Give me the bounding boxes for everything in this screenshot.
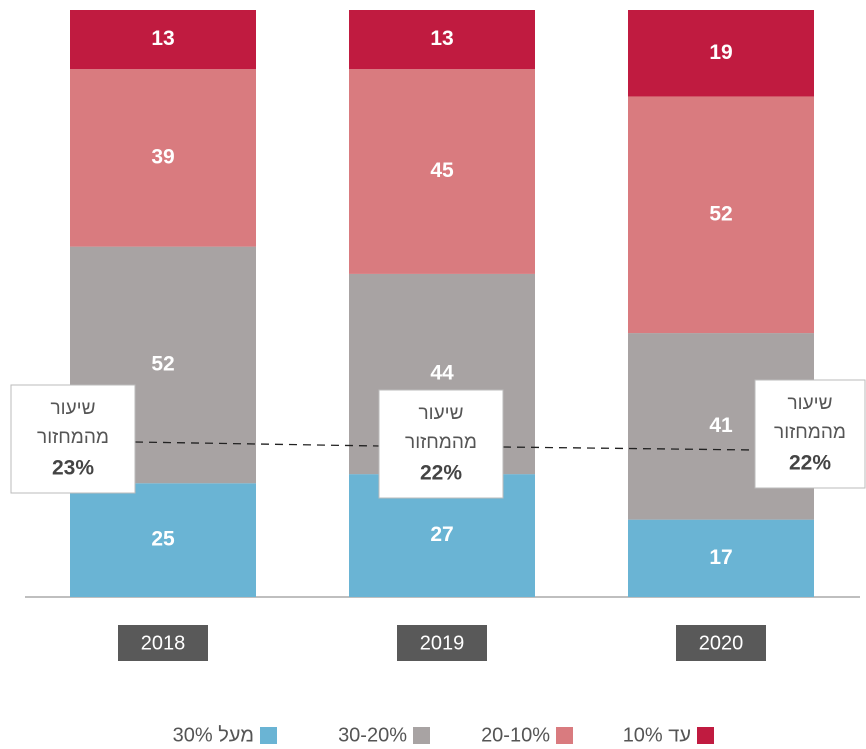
annotation-value: 22% xyxy=(789,452,831,475)
annotation-text: מהמחזור xyxy=(405,432,477,453)
annotation-box xyxy=(378,389,504,499)
legend-swatch xyxy=(260,727,277,744)
bar-segment xyxy=(70,483,256,597)
value-label: 52 xyxy=(151,352,174,375)
year-box xyxy=(397,625,487,661)
x-tick-label: 2020 xyxy=(699,632,744,654)
legend-swatch xyxy=(697,727,714,744)
bar-segment xyxy=(628,96,814,334)
value-label: 44 xyxy=(430,362,454,385)
bar-segment xyxy=(628,10,814,97)
year-box xyxy=(118,625,208,661)
legend-label: עד 10% xyxy=(623,724,691,746)
bar-segment xyxy=(70,10,256,70)
value-label: 19 xyxy=(709,41,732,64)
value-label: 39 xyxy=(151,145,174,168)
annotation-value: 23% xyxy=(52,457,94,480)
legend-label: 30-20% xyxy=(338,724,407,746)
annotation-text: שיעור xyxy=(788,393,833,414)
bar-segment xyxy=(628,519,814,597)
legend-swatch xyxy=(413,727,430,744)
x-tick-label: 2018 xyxy=(141,632,186,654)
x-tick-label: 2019 xyxy=(420,632,465,654)
bar-segment xyxy=(349,10,535,70)
annotation-text: שיעור xyxy=(51,398,96,419)
value-label: 13 xyxy=(430,27,453,50)
annotation-text: מהמחזור xyxy=(774,422,846,443)
annotation-text: מהמחזור xyxy=(37,427,109,448)
value-label: 13 xyxy=(151,27,174,50)
value-label: 17 xyxy=(709,546,732,569)
value-label: 25 xyxy=(151,528,175,551)
dashed-line xyxy=(502,446,756,451)
value-label: 52 xyxy=(709,202,732,225)
value-label: 27 xyxy=(430,523,453,546)
year-box xyxy=(676,625,766,661)
annotation-text: שיעור xyxy=(419,403,464,424)
dashed-line xyxy=(134,441,380,447)
value-label: 45 xyxy=(430,159,454,182)
legend-label: 20-10% xyxy=(481,724,550,746)
bar-segment xyxy=(349,69,535,274)
value-label: 41 xyxy=(709,414,733,437)
annotation-box xyxy=(754,379,866,489)
annotation-value: 22% xyxy=(420,462,462,485)
legend-swatch xyxy=(556,727,573,744)
bar-segment xyxy=(70,69,256,247)
annotation-box xyxy=(10,384,136,494)
legend-label: מעל 30% xyxy=(173,724,254,746)
